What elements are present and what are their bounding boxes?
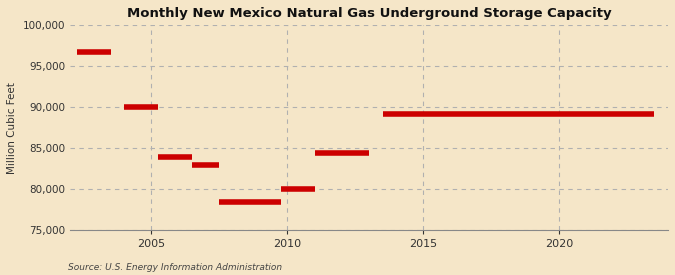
Title: Monthly New Mexico Natural Gas Underground Storage Capacity: Monthly New Mexico Natural Gas Undergrou… bbox=[127, 7, 612, 20]
Y-axis label: Million Cubic Feet: Million Cubic Feet bbox=[7, 82, 17, 174]
Text: Source: U.S. Energy Information Administration: Source: U.S. Energy Information Administ… bbox=[68, 263, 281, 272]
